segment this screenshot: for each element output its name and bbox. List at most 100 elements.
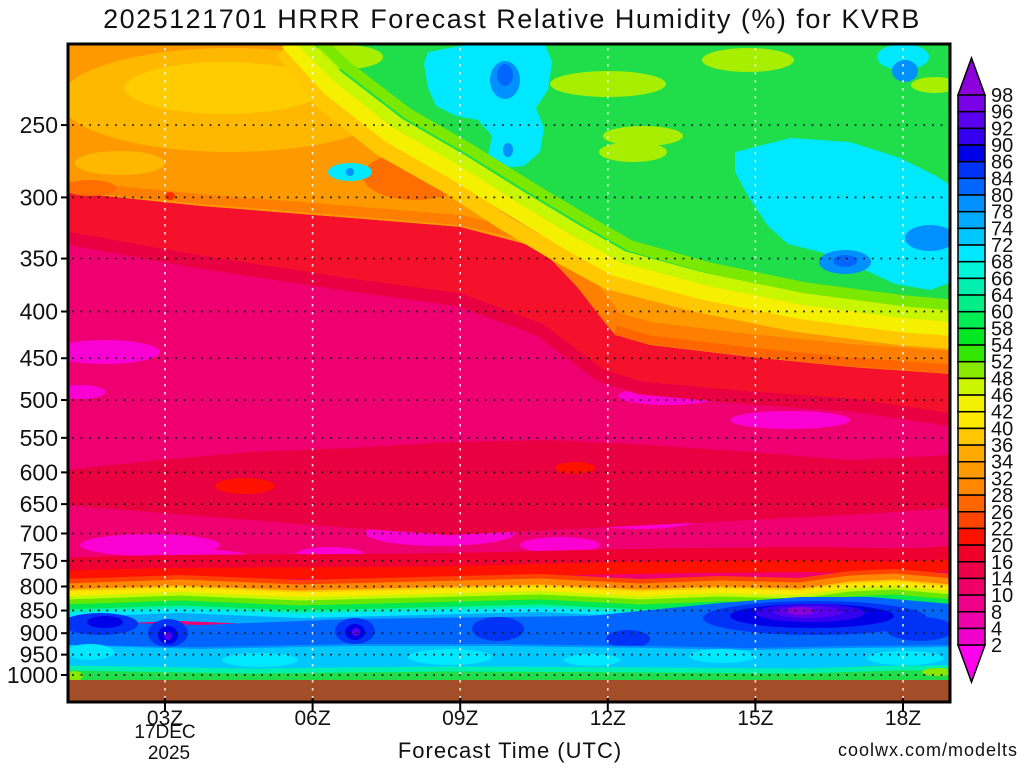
contour-band xyxy=(165,192,175,200)
y-axis-pressure: 2503003504004505005506006507007508008509… xyxy=(7,112,68,688)
contour-band xyxy=(497,64,513,86)
contour-band xyxy=(564,654,620,666)
y-tick-label: 950 xyxy=(20,642,58,668)
colorbar-over-arrow xyxy=(956,55,987,96)
contour-band xyxy=(68,559,950,583)
x-tick-label: 12Z xyxy=(590,707,626,730)
contour-band xyxy=(730,411,850,429)
contour-band xyxy=(68,192,950,422)
contour-band xyxy=(80,534,220,556)
contour-band xyxy=(125,62,325,114)
x-tick-label: 09Z xyxy=(442,707,478,730)
contour-band xyxy=(68,589,950,608)
y-tick-label: 400 xyxy=(20,299,58,325)
colorbar-label: 74 xyxy=(991,218,1013,240)
colorbar-label: 64 xyxy=(991,285,1013,307)
y-tick-label: 450 xyxy=(20,345,58,371)
colorbar-cell xyxy=(957,94,986,113)
colorbar-label: 28 xyxy=(991,485,1013,507)
colorbar-label: 42 xyxy=(991,402,1013,424)
x-axis-time: 03Z 06Z 09Z 12Z 15Z 18Z xyxy=(147,698,921,730)
x-axis-date-line2: 2025 xyxy=(148,743,190,764)
ground-strip xyxy=(68,680,950,702)
contour-band xyxy=(282,44,950,336)
contour-fill-field xyxy=(68,44,950,702)
colorbar-cell xyxy=(957,360,986,380)
colorbar-label: 2 xyxy=(991,635,1002,657)
colorbar-label: 66 xyxy=(991,268,1013,290)
y-tick-label: 650 xyxy=(20,491,58,517)
y-tick-label: 750 xyxy=(20,548,58,574)
colorbar-cell xyxy=(957,410,986,430)
colorbar-cell xyxy=(957,611,986,630)
colorbar-label: 78 xyxy=(991,202,1013,224)
colorbar-cell xyxy=(957,427,986,446)
x-tick-label: 18Z xyxy=(885,707,921,730)
contour-band xyxy=(68,181,522,239)
contour-band xyxy=(533,227,950,369)
contour-band xyxy=(892,60,918,82)
contour-band xyxy=(603,126,683,146)
contour-band xyxy=(346,168,354,176)
colorbar-cell xyxy=(957,227,986,246)
contour-band xyxy=(922,668,950,676)
colorbar-label: 90 xyxy=(991,135,1013,157)
colorbar-label: 52 xyxy=(991,352,1013,374)
colorbar-label: 68 xyxy=(991,252,1013,274)
colorbar-label: 32 xyxy=(991,468,1013,490)
chart-title: 2025121701 HRRR Forecast Relative Humidi… xyxy=(103,4,921,34)
contour-band xyxy=(68,568,950,589)
contour-band xyxy=(352,628,360,636)
colorbar-cell xyxy=(957,194,986,213)
contour-band xyxy=(867,651,943,665)
y-tick-label: 550 xyxy=(20,425,58,451)
contour-band xyxy=(503,143,513,157)
colorbar-cell xyxy=(957,294,986,313)
colorbar-cell xyxy=(957,527,986,546)
contour-band xyxy=(786,607,814,615)
y-tick-label: 800 xyxy=(20,573,58,599)
colorbar-label: 58 xyxy=(991,318,1013,340)
colorbar-label: 96 xyxy=(991,102,1013,124)
colorbar-cell xyxy=(957,244,986,263)
contour-band xyxy=(68,546,950,578)
colorbar-cell xyxy=(957,210,986,230)
contour-band xyxy=(833,255,857,267)
colorbar-cell xyxy=(957,144,986,163)
colorbar-label: 60 xyxy=(991,302,1013,324)
y-tick-label: 250 xyxy=(20,112,58,138)
colorbar-label: 26 xyxy=(991,502,1013,524)
colorbar-label: 16 xyxy=(991,552,1013,574)
x-tick-label: 06Z xyxy=(295,707,331,730)
contour-band xyxy=(408,649,492,665)
colorbar-under-arrow xyxy=(956,644,987,685)
contour-band xyxy=(472,617,524,641)
contour-band xyxy=(68,581,950,600)
colorbar-label: 46 xyxy=(991,385,1013,407)
colorbar-cell xyxy=(957,561,986,580)
colorbar-label: 22 xyxy=(991,518,1013,540)
contour-band xyxy=(735,138,950,290)
colorbar-cell xyxy=(957,260,986,280)
colorbar-cell xyxy=(957,344,986,363)
colorbar-label: 4 xyxy=(991,618,1002,640)
contour-band xyxy=(276,45,950,349)
contour-band xyxy=(68,671,83,681)
colorbar-label: 86 xyxy=(991,152,1013,174)
x-axis-date-line1: 17DEC xyxy=(134,722,195,743)
contour-band xyxy=(68,665,950,674)
contour-band xyxy=(613,325,950,374)
y-tick-label: 350 xyxy=(20,246,58,272)
colorbar-cell xyxy=(957,110,986,130)
contour-band xyxy=(68,440,950,535)
colorbar-label: 34 xyxy=(991,452,1013,474)
colorbar-cell xyxy=(957,327,986,346)
contour-band xyxy=(550,71,666,97)
colorbar-cell xyxy=(957,627,986,646)
colorbar-cell xyxy=(957,494,986,513)
contour-band xyxy=(307,45,950,162)
contour-band xyxy=(75,151,165,175)
y-tick-label: 500 xyxy=(20,387,58,413)
colorbar-cell xyxy=(957,444,986,463)
x-axis-title: Forecast Time (UTC) xyxy=(398,738,622,763)
